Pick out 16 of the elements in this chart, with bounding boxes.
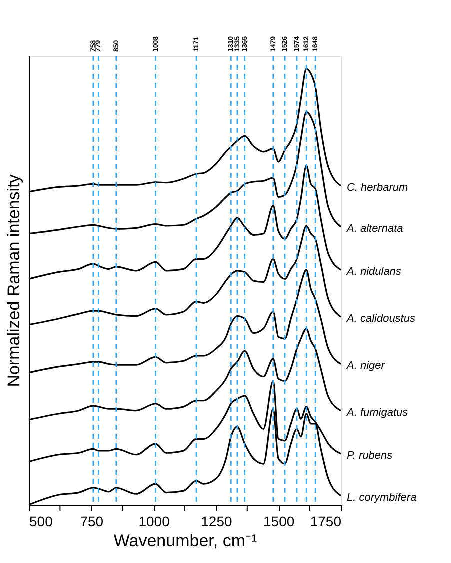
x-axis-title: Wavenumber, cm⁻¹	[114, 532, 258, 550]
y-axis-title: Normalized Raman intensity	[4, 174, 24, 388]
series-label: A. nidulans	[346, 266, 402, 278]
series-label: C. herbarum	[347, 182, 408, 194]
x-tick-label: 1750	[310, 514, 342, 530]
series-label: P. rubens	[347, 450, 394, 462]
series-label: A. fumigatus	[346, 406, 409, 419]
x-tick-label: 750	[80, 514, 104, 530]
x-tick-label: 1000	[138, 514, 170, 530]
series-label: A. alternata	[346, 222, 404, 235]
x-tick-label: 1250	[201, 514, 232, 530]
x-tick-label: 1500	[264, 514, 295, 530]
series-label: L. corymbifera	[347, 492, 417, 504]
x-tick-label: 500	[30, 514, 54, 530]
series-label: A. niger	[346, 360, 386, 372]
series-label: A. calidoustus	[346, 313, 416, 326]
